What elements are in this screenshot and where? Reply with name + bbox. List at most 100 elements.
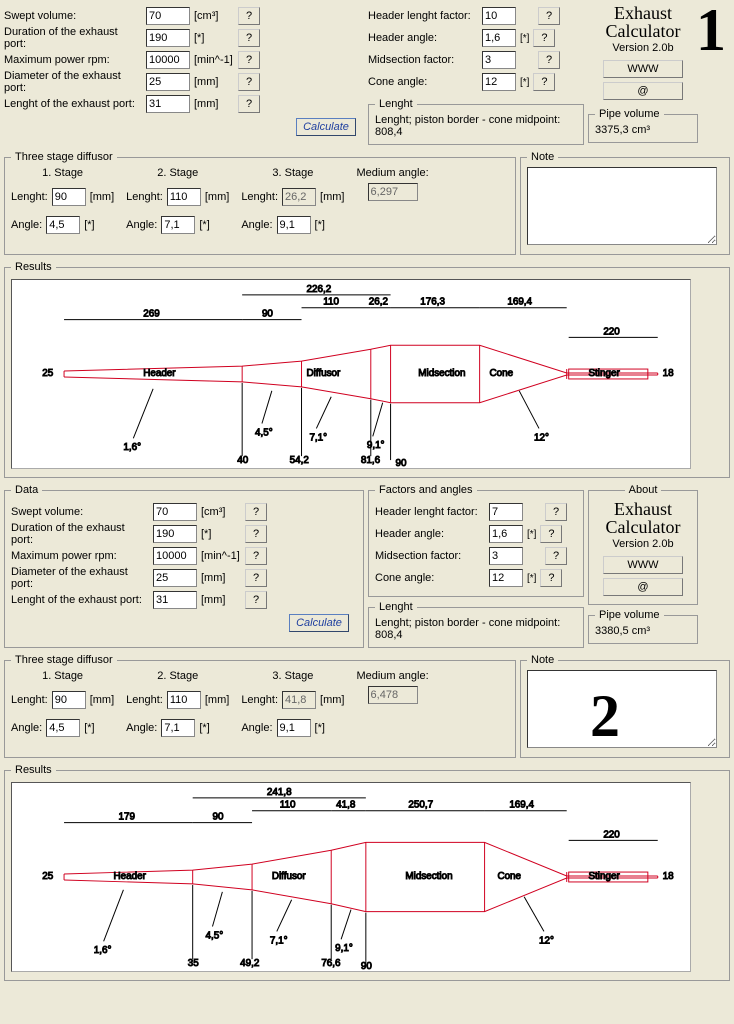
input-s2ang[interactable] [161, 216, 195, 234]
unit-deg: [*] [527, 573, 536, 584]
svg-text:Cone: Cone [497, 871, 521, 882]
help-btn[interactable]: ? [545, 503, 567, 521]
out-s3len [282, 188, 316, 206]
lbl-duration: Duration of the exhaust port: [11, 522, 149, 546]
input-s1len[interactable] [52, 188, 86, 206]
input-length[interactable] [146, 95, 190, 113]
svg-text:54,2: 54,2 [290, 455, 309, 466]
svg-text:Header: Header [143, 368, 176, 379]
input-s1ang[interactable] [46, 216, 80, 234]
input-mf[interactable] [489, 547, 523, 565]
input-rpm[interactable] [146, 51, 190, 69]
input-length[interactable] [153, 591, 197, 609]
note-textarea[interactable] [527, 167, 717, 245]
lbl: Angle: [11, 722, 42, 734]
lbl-length: Lenght of the exhaust port: [11, 594, 149, 606]
help-btn[interactable]: ? [245, 591, 267, 609]
input-duration[interactable] [153, 525, 197, 543]
note-textarea[interactable] [527, 670, 717, 748]
help-btn[interactable]: ? [245, 525, 267, 543]
help-btn[interactable]: ? [238, 7, 260, 25]
help-btn[interactable]: ? [238, 95, 260, 113]
help-btn[interactable]: ? [538, 7, 560, 25]
svg-text:9,1°: 9,1° [367, 440, 385, 451]
www-button[interactable]: WWW [603, 60, 683, 78]
help-btn[interactable]: ? [540, 525, 562, 543]
unit: [*] [315, 219, 325, 231]
input-diameter[interactable] [153, 569, 197, 587]
help-btn[interactable]: ? [545, 547, 567, 565]
svg-text:41,8: 41,8 [336, 800, 356, 811]
app-version: Version 2.0b [595, 538, 691, 550]
help-btn[interactable]: ? [238, 51, 260, 69]
input-hlf[interactable] [482, 7, 516, 25]
input-ca[interactable] [482, 73, 516, 91]
unit: [mm] [205, 191, 229, 203]
unit: [*] [199, 219, 209, 231]
lbl-mf: Midsection factor: [368, 54, 478, 66]
unit: [*] [315, 722, 325, 734]
unit-mm: [mm] [194, 98, 234, 110]
input-duration[interactable] [146, 29, 190, 47]
lbl: Lenght: [11, 191, 48, 203]
lbl-stage2: 2. Stage [126, 670, 229, 682]
input-ha[interactable] [482, 29, 516, 47]
grp-about: About [625, 484, 662, 496]
input-swept[interactable] [153, 503, 197, 521]
help-btn[interactable]: ? [540, 569, 562, 587]
help-btn[interactable]: ? [533, 73, 555, 91]
svg-text:35: 35 [188, 958, 199, 969]
app-title: Exhaust Calculator [588, 4, 698, 40]
unit: [mm] [320, 694, 344, 706]
val-pipevol: 3380,5 cm³ [595, 625, 650, 637]
input-ca[interactable] [489, 569, 523, 587]
unit-invmin: [min^-1] [194, 54, 234, 66]
val-piston: 808,4 [375, 629, 403, 641]
input-mf[interactable] [482, 51, 516, 69]
unit-cm3: [cm³] [201, 506, 241, 518]
unit-mm: [mm] [201, 594, 241, 606]
mail-button[interactable]: @ [603, 82, 683, 100]
help-btn[interactable]: ? [245, 547, 267, 565]
input-s2len[interactable] [167, 691, 201, 709]
input-s1len[interactable] [52, 691, 86, 709]
unit: [*] [199, 722, 209, 734]
svg-text:25: 25 [42, 368, 53, 379]
help-btn[interactable]: ? [238, 29, 260, 47]
lbl-ca: Cone angle: [368, 76, 478, 88]
input-hlf[interactable] [489, 503, 523, 521]
svg-text:18: 18 [663, 871, 674, 882]
unit-deg: [*] [194, 32, 234, 44]
help-btn[interactable]: ? [533, 29, 555, 47]
lbl-rpm: Maximum power rpm: [4, 54, 142, 66]
grp-pipevol: Pipe volume [595, 108, 664, 120]
input-diameter[interactable] [146, 73, 190, 91]
lbl: Angle: [126, 722, 157, 734]
www-button[interactable]: WWW [603, 556, 683, 574]
input-s2len[interactable] [167, 188, 201, 206]
input-ha[interactable] [489, 525, 523, 543]
help-btn[interactable]: ? [245, 569, 267, 587]
input-s1ang[interactable] [46, 719, 80, 737]
help-btn[interactable]: ? [245, 503, 267, 521]
input-s3ang[interactable] [277, 216, 311, 234]
lbl: Lenght: [126, 694, 163, 706]
input-s2ang[interactable] [161, 719, 195, 737]
help-btn[interactable]: ? [538, 51, 560, 69]
calculate-button[interactable]: Calculate [289, 614, 349, 632]
svg-text:1,6°: 1,6° [123, 442, 141, 453]
calculate-button[interactable]: Calculate [296, 118, 356, 136]
unit: [mm] [90, 694, 114, 706]
svg-text:220: 220 [603, 829, 620, 840]
lbl-ha: Header angle: [375, 528, 485, 540]
input-s3ang[interactable] [277, 719, 311, 737]
input-swept[interactable] [146, 7, 190, 25]
app-version: Version 2.0b [588, 42, 698, 54]
lbl-duration: Duration of the exhaust port: [4, 26, 142, 50]
svg-text:169,4: 169,4 [509, 800, 534, 811]
input-rpm[interactable] [153, 547, 197, 565]
mail-button[interactable]: @ [603, 578, 683, 596]
svg-text:Midsection: Midsection [405, 871, 452, 882]
svg-text:226,2: 226,2 [306, 284, 331, 295]
help-btn[interactable]: ? [238, 73, 260, 91]
